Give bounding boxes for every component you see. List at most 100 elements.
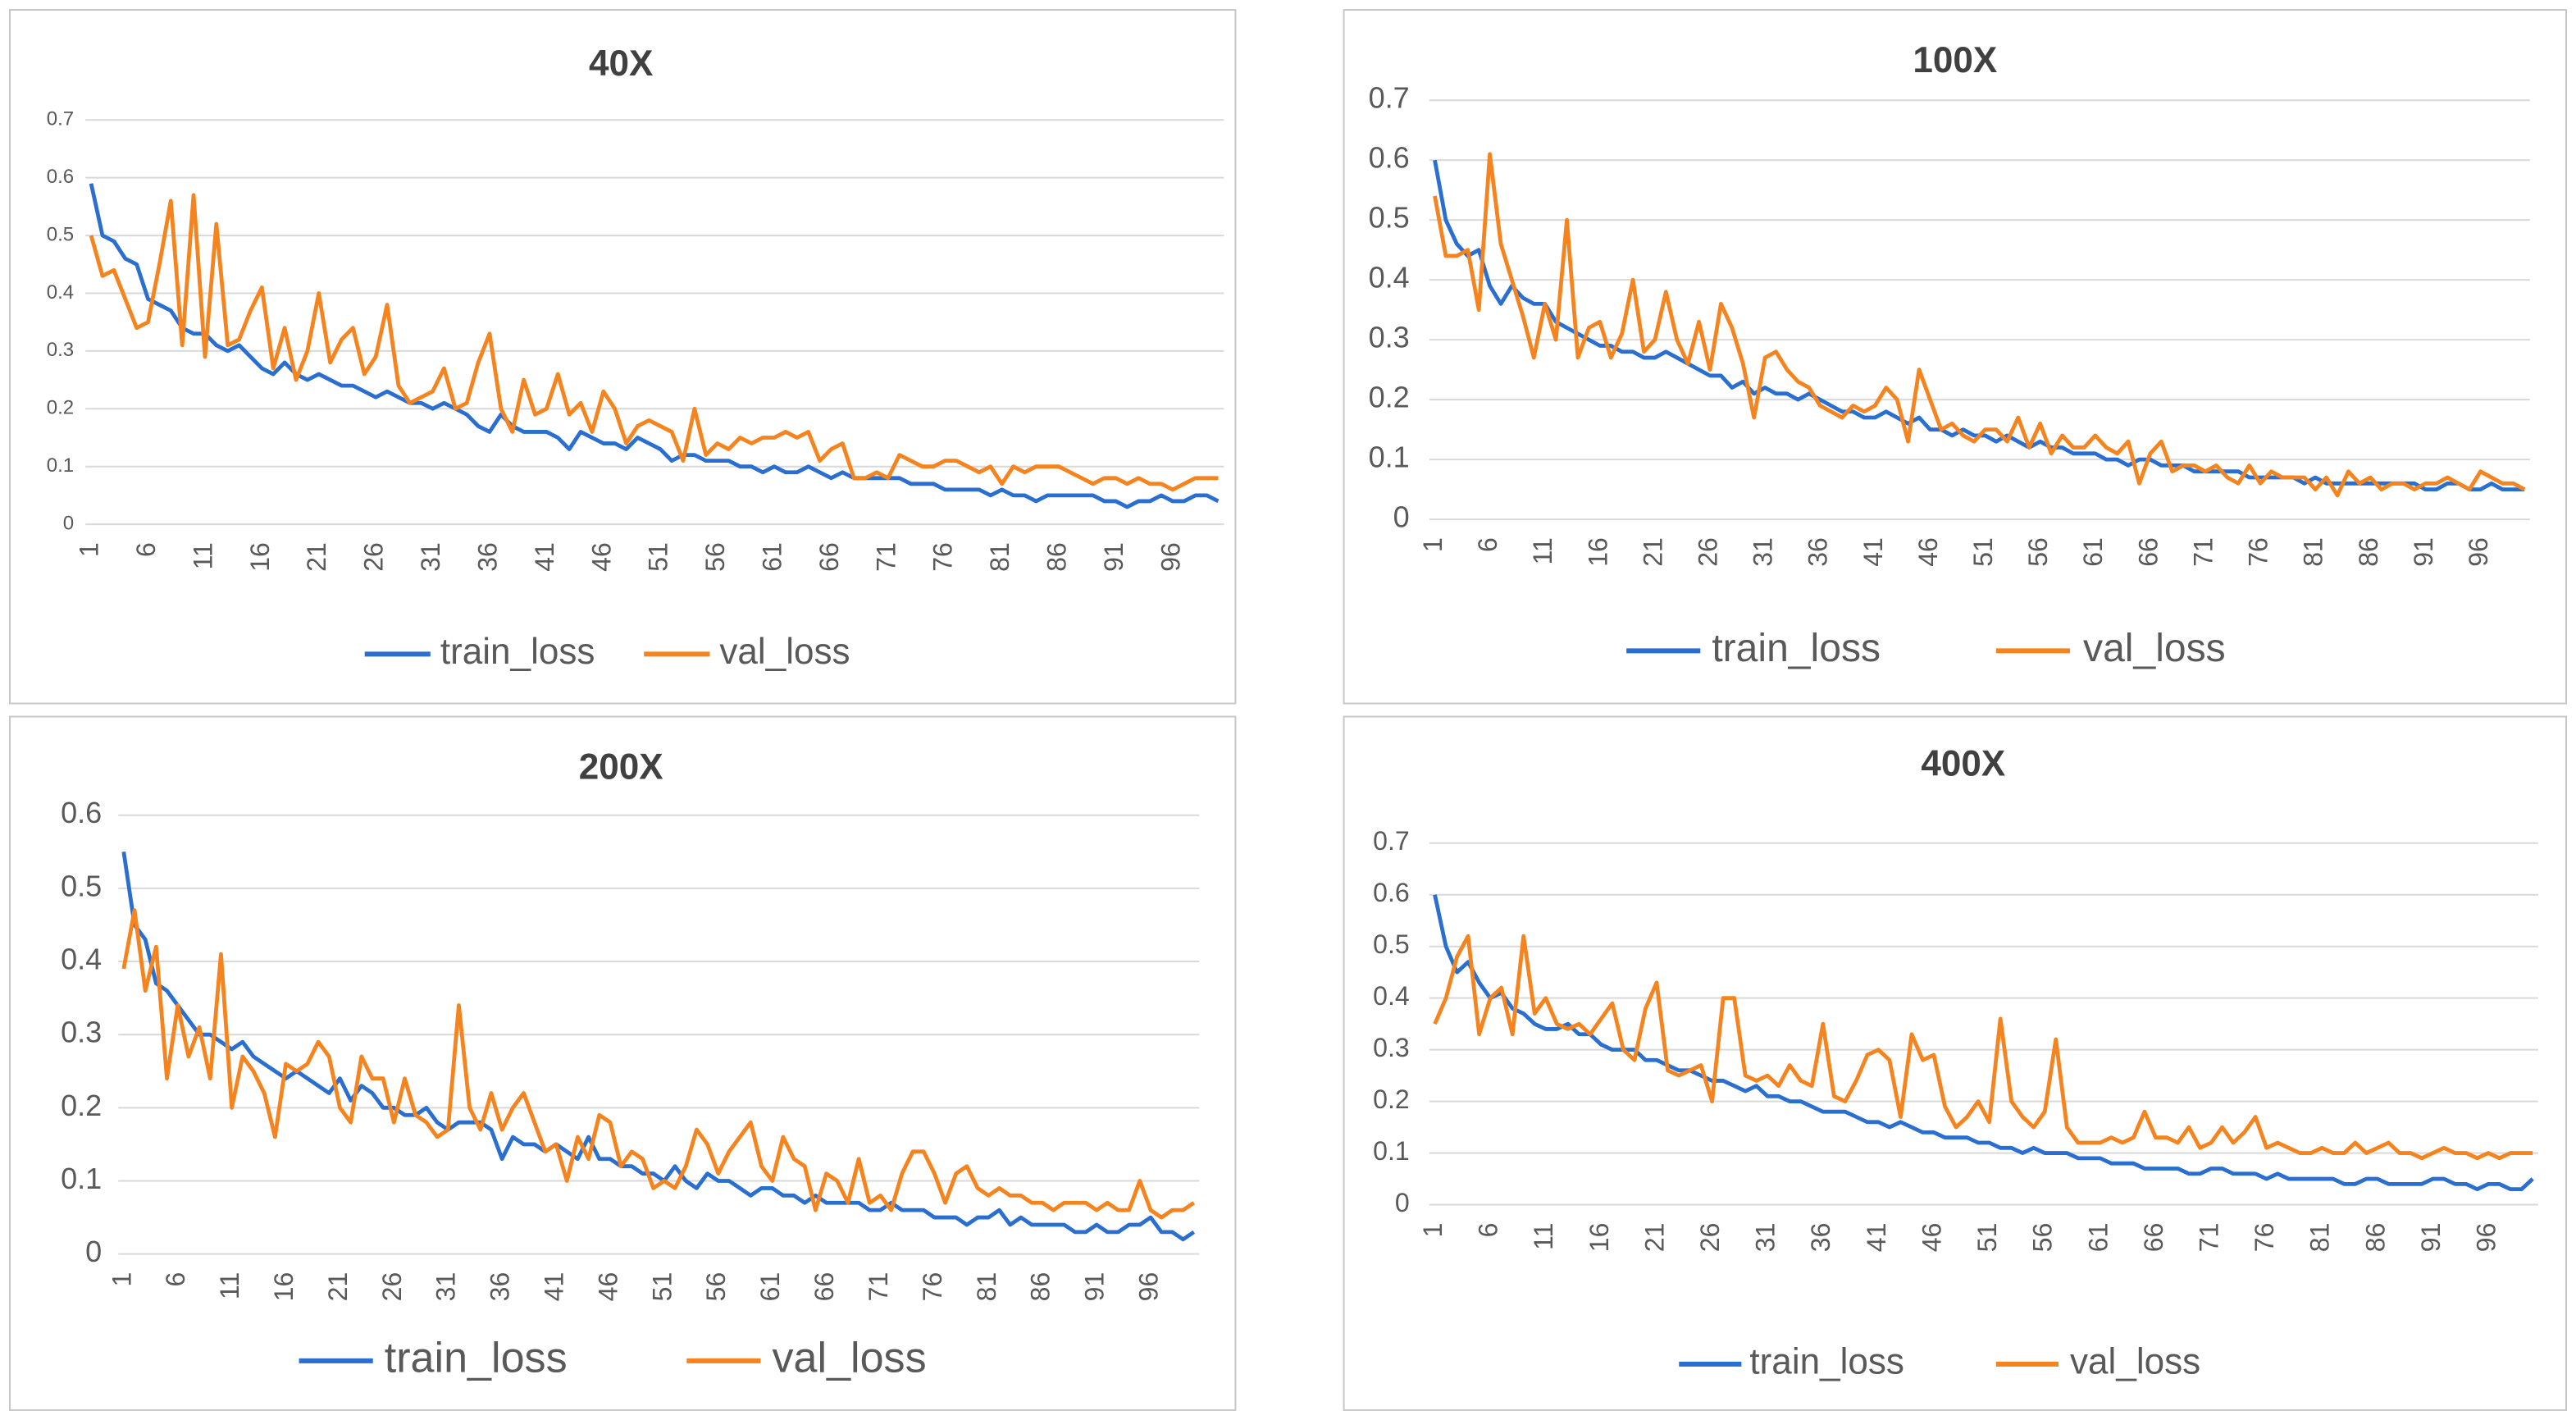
x-tick-label: 71 [2188, 537, 2218, 567]
x-tick-label: 11 [188, 542, 217, 569]
x-tick-label: 81 [2299, 537, 2328, 567]
x-tick-label: 76 [2244, 537, 2273, 567]
x-tick-label: 51 [1972, 1223, 2002, 1253]
x-tick-label: 31 [431, 1272, 461, 1302]
series-line [1433, 152, 2526, 498]
y-tick-label: 0.7 [47, 108, 74, 130]
y-tick-label: 0.3 [47, 339, 74, 361]
y-tick-label: 0.3 [1369, 321, 1410, 354]
x-tick-label: 91 [1099, 542, 1128, 572]
legend-label: train_loss [440, 632, 595, 672]
y-tick-label: 0.6 [61, 796, 102, 829]
x-tick-label: 66 [809, 1272, 839, 1302]
y-tick-label: 0.5 [1373, 929, 1410, 959]
y-tick-label: 0.2 [1369, 381, 1410, 414]
x-tick-label: 91 [1080, 1272, 1110, 1302]
panel-border [9, 715, 1237, 1411]
x-tick-label: 91 [2409, 537, 2438, 567]
x-tick-label: 26 [1693, 537, 1722, 567]
legend-label: train_loss [385, 1335, 568, 1382]
x-tick-label: 56 [700, 542, 730, 572]
x-tick-label: 51 [644, 542, 673, 572]
x-tick-label: 21 [1638, 537, 1667, 567]
series-line [89, 183, 1220, 509]
x-tick-label: 46 [586, 542, 616, 572]
y-tick-label: 0.2 [47, 397, 74, 419]
x-tick-label: 6 [131, 542, 161, 557]
x-tick-label: 56 [2028, 1223, 2058, 1253]
x-tick-label: 21 [323, 1272, 353, 1302]
x-tick-label: 56 [701, 1272, 731, 1302]
x-tick-label: 6 [1473, 537, 1502, 552]
y-tick-label: 0.7 [1373, 826, 1410, 856]
x-tick-label: 71 [871, 542, 900, 572]
legend-label: val_loss [719, 632, 850, 672]
y-tick-label: 0 [1393, 500, 1410, 534]
x-tick-label: 76 [918, 1272, 947, 1302]
chart-title: 400X [1921, 743, 2005, 783]
x-tick-label: 66 [2139, 1223, 2168, 1253]
x-tick-label: 36 [486, 1272, 515, 1302]
x-tick-label: 11 [1529, 1223, 1558, 1250]
x-tick-label: 21 [302, 542, 331, 572]
x-tick-label: 86 [1026, 1272, 1055, 1302]
y-tick-label: 0.6 [1369, 141, 1410, 175]
y-tick-label: 0 [63, 512, 74, 534]
x-tick-label: 36 [472, 542, 502, 572]
x-tick-label: 96 [2472, 1223, 2501, 1253]
x-tick-label: 31 [1748, 537, 1778, 567]
y-tick-label: 0.6 [1373, 878, 1410, 907]
x-tick-label: 46 [593, 1272, 622, 1302]
x-tick-label: 96 [1156, 542, 1185, 572]
x-tick-label: 36 [1803, 537, 1833, 567]
y-tick-label: 0.6 [47, 166, 74, 188]
y-tick-label: 0.1 [61, 1162, 102, 1195]
x-tick-label: 96 [1133, 1272, 1163, 1302]
x-tick-label: 61 [755, 1272, 785, 1302]
chart-title: 40X [589, 43, 653, 84]
panel-border [1343, 715, 2567, 1411]
y-tick-label: 0.3 [1373, 1033, 1410, 1062]
y-tick-label: 0.3 [61, 1016, 102, 1049]
chart-title: 200X [579, 747, 663, 787]
x-tick-label: 76 [2250, 1223, 2279, 1253]
y-tick-label: 0.1 [47, 454, 74, 477]
legend-label: val_loss [2070, 1342, 2200, 1382]
x-tick-label: 81 [985, 542, 1014, 572]
x-tick-label: 56 [2023, 537, 2053, 567]
x-tick-label: 76 [928, 542, 958, 572]
y-tick-label: 0.7 [1369, 81, 1410, 115]
y-tick-label: 0 [85, 1235, 102, 1268]
y-tick-label: 0.2 [1373, 1084, 1410, 1114]
x-tick-label: 61 [2083, 1223, 2113, 1253]
y-tick-label: 0.4 [47, 281, 74, 304]
panel-border [9, 9, 1237, 705]
x-tick-label: 86 [2360, 1223, 2390, 1253]
y-tick-label: 0.5 [47, 223, 74, 245]
y-tick-label: 0.5 [61, 869, 102, 902]
y-tick-label: 0.4 [1369, 261, 1410, 295]
x-tick-label: 16 [1583, 537, 1612, 567]
x-tick-label: 16 [269, 1272, 299, 1302]
x-tick-label: 26 [377, 1272, 407, 1302]
x-tick-label: 21 [1639, 1223, 1669, 1253]
x-tick-label: 1 [1418, 537, 1448, 552]
x-tick-label: 41 [540, 1272, 569, 1302]
y-tick-label: 0.1 [1373, 1136, 1410, 1166]
legend-label: train_loss [1712, 626, 1881, 670]
x-tick-label: 46 [1913, 537, 1943, 567]
x-tick-label: 1 [75, 542, 104, 557]
x-tick-label: 11 [215, 1272, 244, 1299]
x-tick-label: 46 [1917, 1223, 1946, 1253]
series-line [121, 908, 1196, 1220]
x-tick-label: 36 [1806, 1223, 1835, 1253]
x-tick-label: 41 [1858, 537, 1888, 567]
x-tick-label: 66 [814, 542, 844, 572]
x-tick-label: 81 [972, 1272, 1001, 1302]
y-tick-label: 0.1 [1369, 441, 1410, 474]
x-tick-label: 41 [1862, 1223, 1891, 1253]
x-tick-label: 51 [1968, 537, 1998, 567]
x-tick-label: 6 [161, 1272, 190, 1287]
series-line [89, 193, 1219, 492]
x-tick-label: 26 [1695, 1223, 1725, 1253]
